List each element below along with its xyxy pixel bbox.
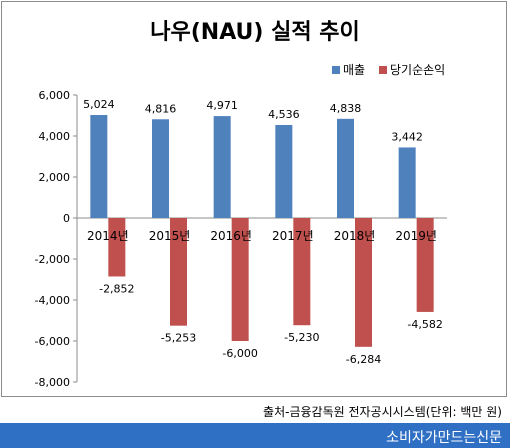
bar-revenue <box>398 147 416 218</box>
data-label-revenue: 3,442 <box>391 130 423 143</box>
bar-net-income <box>170 218 187 326</box>
bar-revenue <box>213 116 231 218</box>
x-tick-label: 2017년 <box>272 229 314 243</box>
y-tick-label: 6,000 <box>39 89 71 102</box>
footer-brand: 소비자가만드는신문 <box>386 430 502 446</box>
data-label-net-income: -4,582 <box>407 318 442 331</box>
data-label-net-income: -5,230 <box>284 331 319 344</box>
x-tick-label: 2016년 <box>210 229 252 243</box>
bar-revenue <box>337 118 354 218</box>
data-label-net-income: -6,284 <box>346 353 381 366</box>
data-label-net-income: -5,253 <box>161 332 196 345</box>
y-tick-label: 4,000 <box>39 130 71 143</box>
plot-area: 6,000 4,000 2,000 0 -2,000 -4,000 -6,000 -8,000… <box>35 89 447 389</box>
x-tick-label: 2015년 <box>149 229 191 243</box>
chart-svg: 나우(NAU) 실적 추이 매출 당기순손익 6,000 4,000 2,000 0 -2… <box>35 20 447 389</box>
footer-bar: 소비자가만드는신문 <box>0 423 510 448</box>
bar-net-income <box>108 218 126 277</box>
legend: 매출 당기순손익 <box>332 63 445 77</box>
bar-revenue <box>90 115 108 218</box>
bar-revenue <box>152 119 169 218</box>
chart-frame: 나우(NAU) 실적 추이 매출 당기순손익 6,000 4,000 2,000 0 -2… <box>1 1 507 397</box>
bar-net-income <box>231 218 249 341</box>
y-tick-label: -8,000 <box>35 376 70 389</box>
data-label-revenue: 4,838 <box>330 102 362 115</box>
y-tick-label: 2,000 <box>39 171 71 184</box>
data-label-revenue: 4,971 <box>206 99 238 112</box>
y-tick-label: 0 <box>63 212 70 225</box>
data-label-net-income: -6,000 <box>222 347 257 360</box>
y-tick-label: -6,000 <box>35 335 70 348</box>
x-tick-label: 2014년 <box>87 229 129 243</box>
data-label-revenue: 4,816 <box>145 102 177 115</box>
legend-swatch <box>379 66 387 74</box>
bar-net-income <box>355 218 372 347</box>
bar-revenue <box>275 125 293 218</box>
chart-title: 나우(NAU) 실적 추이 <box>150 20 360 45</box>
y-tick-label: -2,000 <box>35 253 70 266</box>
data-label-revenue: 5,024 <box>83 98 115 111</box>
legend-swatch <box>332 66 340 74</box>
x-tick-label: 2019년 <box>395 229 437 243</box>
bar-net-income <box>416 218 434 312</box>
source-note: 출처-금융감독원 전자공시시스템(단위: 백만 원) <box>263 405 502 419</box>
bar-net-income <box>293 218 311 326</box>
legend-label: 당기순손익 <box>390 63 445 77</box>
y-tick-label: -4,000 <box>35 294 70 307</box>
data-label-revenue: 4,536 <box>268 108 300 121</box>
x-tick-label: 2018년 <box>334 229 376 243</box>
data-label-net-income: -2,852 <box>99 282 134 295</box>
legend-label: 매출 <box>343 63 365 77</box>
